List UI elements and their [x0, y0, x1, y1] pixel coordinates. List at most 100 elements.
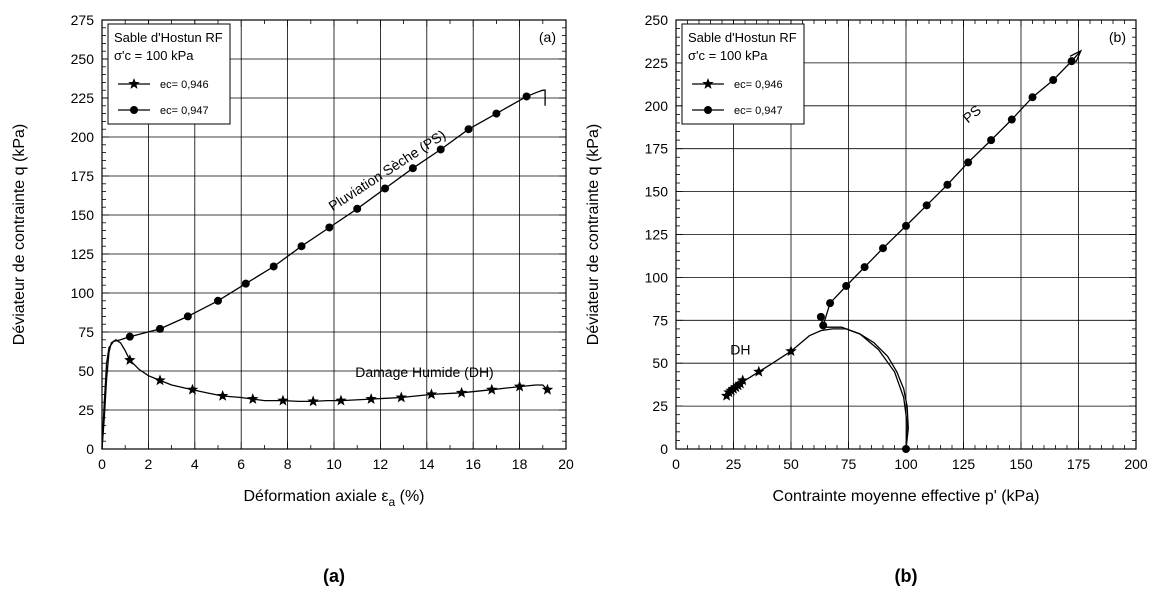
circle-marker	[1067, 57, 1076, 66]
chart-a-series	[101, 89, 554, 450]
circle-marker	[381, 184, 390, 193]
chart-b-legend-subtitle: σ'c = 100 kPa	[688, 48, 768, 63]
star-marker	[154, 374, 166, 386]
y-tick-label: 225	[71, 90, 95, 106]
circle-marker	[816, 312, 825, 321]
circle-marker	[297, 242, 306, 251]
chart-a-plot-frame	[101, 19, 567, 450]
chart-b-caption: (b)	[895, 566, 918, 586]
y-tick-label: 25	[652, 398, 668, 414]
circle-marker	[826, 299, 835, 308]
y-tick-label: 200	[71, 129, 95, 145]
chart-b-series	[720, 49, 1083, 453]
star-marker	[395, 391, 407, 403]
x-tick-label: 100	[894, 456, 918, 472]
chart-b-legend-entry-0946: ec= 0,946	[734, 79, 783, 91]
star-marker	[277, 394, 289, 406]
circle-marker	[183, 312, 192, 321]
x-tick-label: 75	[841, 456, 857, 472]
circle-marker	[1007, 115, 1016, 124]
x-tick-label: 0	[98, 456, 106, 472]
x-tick-label: 150	[1009, 456, 1033, 472]
circle-marker	[353, 204, 362, 213]
chart-a-x-axis-label: Déformation axiale εa (%)	[244, 488, 425, 509]
chart-b-legend-entry-0947: ec= 0,947	[734, 105, 783, 117]
chart-b-legend-title: Sable d'Hostun RF	[688, 30, 797, 45]
circle-marker	[522, 92, 531, 101]
star-marker	[307, 395, 319, 407]
circle-marker	[1028, 93, 1037, 102]
chart-a-y-tick-labels: 0 25 50 75 100 125 150 175 200 225 250 275	[71, 12, 95, 457]
chart-a-x-tick-labels: 0 2 4 6 8 10 12 14 16 18 20	[98, 456, 574, 472]
y-tick-label: 225	[645, 55, 669, 71]
star-marker	[425, 388, 438, 400]
star-marker	[727, 382, 740, 394]
legend-star-marker	[702, 78, 714, 89]
circle-marker	[1049, 76, 1058, 85]
star-marker	[124, 354, 136, 365]
x-tick-label: 4	[191, 456, 199, 472]
star-marker	[365, 393, 377, 404]
star-marker	[736, 374, 749, 386]
star-marker	[732, 379, 744, 391]
circle-marker	[902, 445, 910, 453]
star-marker	[455, 386, 468, 398]
y-tick-label: 50	[78, 363, 94, 379]
x-tick-label: 175	[1067, 456, 1091, 472]
y-tick-label: 250	[645, 12, 669, 28]
chart-b-x-axis-label: Contrainte moyenne effective p' (kPa)	[773, 488, 1040, 505]
chart-a-legend-subtitle: σ'c = 100 kPa	[114, 48, 194, 63]
series-line-ec-0947	[101, 89, 546, 450]
circle-marker	[269, 262, 278, 271]
star-marker	[720, 389, 733, 401]
x-tick-label: 20	[558, 456, 574, 472]
star-marker	[541, 383, 554, 395]
legend-circle-marker	[704, 106, 712, 114]
star-marker	[723, 386, 735, 398]
x-tick-label: 125	[952, 456, 976, 472]
x-tick-label: 2	[145, 456, 153, 472]
star-marker	[725, 384, 737, 396]
y-tick-label: 0	[660, 441, 668, 457]
circle-marker	[879, 244, 887, 253]
chart-b-annotation-dh: DH	[730, 342, 750, 358]
circle-marker	[943, 180, 952, 189]
y-tick-label: 200	[645, 98, 669, 114]
y-tick-label: 50	[652, 355, 668, 371]
x-tick-label: 0	[672, 456, 680, 472]
circle-marker	[436, 145, 445, 154]
chart-a-panel-label: (a)	[539, 29, 556, 45]
circle-marker	[156, 324, 164, 333]
circle-marker	[464, 125, 473, 134]
chart-a-caption: (a)	[323, 566, 345, 586]
chart-a-legend-box	[107, 23, 231, 125]
legend-star-marker	[128, 78, 140, 89]
chart-b-y-axis-label: Déviateur de contrainte q (kPa)	[585, 124, 602, 345]
chart-b-panel-label: (b)	[1109, 29, 1126, 45]
star-marker	[753, 365, 765, 377]
x-tick-label: 18	[512, 456, 528, 472]
y-tick-label: 175	[645, 141, 669, 157]
star-marker	[186, 383, 199, 395]
star-marker	[734, 377, 747, 389]
circle-marker	[492, 109, 501, 118]
y-tick-label: 150	[71, 207, 95, 223]
circle-marker	[819, 321, 828, 330]
x-tick-label: 16	[465, 456, 481, 472]
chart-b-grid	[676, 20, 1136, 449]
chart-a-y-axis-label: Déviateur de contrainte q (kPa)	[11, 124, 28, 345]
y-tick-label: 0	[86, 441, 94, 457]
star-marker	[335, 394, 347, 406]
chart-b-legend: Sable d'Hostun RF σ'c = 100 kPa ec= 0,94…	[681, 23, 805, 125]
circle-marker	[125, 332, 134, 341]
x-tick-label: 12	[373, 456, 389, 472]
star-marker	[513, 380, 526, 392]
circle-marker	[860, 263, 869, 272]
chart-b-legend-box	[681, 23, 805, 125]
x-tick-label: 6	[237, 456, 245, 472]
x-tick-label: 200	[1124, 456, 1148, 472]
x-tick-label: 10	[326, 456, 342, 472]
ps-arrow-head	[1069, 49, 1083, 63]
circle-marker	[408, 164, 417, 173]
